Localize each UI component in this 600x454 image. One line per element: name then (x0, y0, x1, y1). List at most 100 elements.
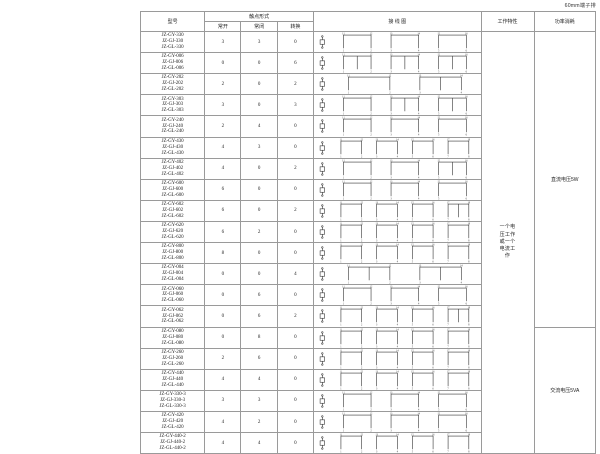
svg-text:1: 1 (343, 113, 345, 116)
header-model: 型号 (139, 11, 206, 32)
svg-text:18: 18 (468, 222, 471, 225)
characteristics-line: 或一个 (499, 238, 516, 245)
svg-text:16: 16 (465, 412, 468, 415)
svg-text:2: 2 (361, 345, 363, 348)
wiring-diagram: 11 12 1 2 13 14 3 4 15 16 5 6 (313, 30, 482, 54)
svg-text:4: 4 (418, 71, 420, 74)
header-wiring-diagram: 接 线 图 (313, 11, 482, 32)
svg-text:17: 17 (447, 307, 450, 310)
svg-text:1: 1 (348, 92, 350, 95)
svg-text:1: 1 (348, 282, 350, 285)
svg-text:4: 4 (397, 324, 399, 327)
svg-text:14: 14 (417, 391, 420, 394)
model-number: JZ-GY-060 (161, 286, 184, 292)
svg-text:7: 7 (447, 366, 449, 369)
wiring-diagram: 11 12 1 2 13 14 3 4 15 16 5 6 17 18 7 8 (313, 432, 482, 454)
table-row: JZ-GY-602 JZ-GJ-602 JZ-GL-602 6 0 2 11 12 1 2 13 14… (139, 199, 596, 222)
model-cell: JZ-GY-260 JZ-GJ-260 JZ-GL-260 (139, 347, 206, 370)
svg-text:14: 14 (417, 53, 420, 56)
contact-count-nc: 2 (240, 410, 278, 434)
contact-count-co: 2 (276, 199, 315, 222)
svg-text:5: 5 (412, 387, 414, 390)
svg-text:14: 14 (417, 412, 420, 415)
svg-text:8: 8 (468, 324, 470, 327)
model-number: JZ-GL-620 (161, 234, 184, 240)
table-row: JZ-GY-440 JZ-GJ-440 JZ-GL-440 4 4 0 11 12 1 2 13 14… (139, 368, 596, 391)
terminal-block-caption: 60mm端子排 (564, 3, 596, 9)
model-number: JZ-GL-800 (161, 256, 184, 262)
svg-text:12: 12 (360, 349, 363, 352)
svg-text:5: 5 (412, 324, 414, 327)
svg-text:6: 6 (432, 366, 434, 369)
contact-count-no: 6 (204, 199, 242, 222)
svg-text:2: 2 (370, 113, 372, 116)
svg-text:8: 8 (468, 387, 470, 390)
svg-text:14: 14 (417, 286, 420, 289)
wiring-diagram: 11 12 1 2 13 14 3 4 15 16 5 6 (313, 157, 482, 180)
svg-text:5: 5 (412, 218, 414, 221)
svg-text:15: 15 (437, 180, 440, 183)
contact-count-nc: 0 (240, 199, 278, 222)
svg-text:16: 16 (465, 391, 468, 394)
svg-text:7: 7 (447, 155, 449, 158)
model-number: JZ-GL-202 (161, 87, 184, 93)
svg-text:7: 7 (447, 240, 449, 243)
svg-text:13: 13 (390, 180, 393, 183)
svg-text:18: 18 (468, 370, 471, 373)
svg-text:12: 12 (370, 159, 373, 162)
svg-text:3: 3 (376, 387, 378, 390)
table-header: 型号 触点形式 接 线 图 工作特性 功率消耗 常开 常闭 转换 (139, 11, 597, 32)
contact-count-co: 0 (276, 326, 315, 349)
svg-text:15: 15 (411, 201, 414, 204)
svg-text:3: 3 (376, 366, 378, 369)
svg-text:11: 11 (342, 286, 345, 289)
svg-text:1: 1 (340, 261, 342, 264)
power-dc-cell: 直流电压5W (533, 31, 597, 328)
svg-text:5: 5 (412, 261, 414, 264)
svg-text:18: 18 (468, 328, 471, 331)
svg-text:15: 15 (437, 32, 440, 35)
svg-text:2: 2 (361, 387, 363, 390)
svg-text:2: 2 (370, 176, 372, 179)
svg-text:3: 3 (376, 324, 378, 327)
svg-text:16: 16 (432, 201, 435, 204)
svg-text:3: 3 (376, 218, 378, 221)
model-number: JZ-GY-430 (161, 138, 184, 144)
contact-count-no: 4 (204, 410, 242, 434)
contact-count-no: 4 (204, 136, 242, 159)
svg-text:11: 11 (342, 159, 345, 162)
svg-text:5: 5 (412, 366, 414, 369)
svg-text:1: 1 (340, 240, 342, 243)
model-number: JZ-GJ-303 (162, 102, 184, 108)
model-number: JZ-GL-602 (161, 213, 184, 219)
model-number: JZ-GY-260 (161, 349, 184, 355)
svg-text:7: 7 (447, 261, 449, 264)
svg-text:1: 1 (343, 71, 345, 74)
svg-text:13: 13 (375, 370, 378, 373)
svg-text:1: 1 (343, 50, 345, 53)
svg-text:16: 16 (432, 433, 435, 436)
contact-count-nc: 2 (240, 220, 278, 244)
contact-count-no: 0 (204, 284, 242, 307)
svg-text:11: 11 (342, 180, 345, 183)
svg-text:4: 4 (397, 261, 399, 264)
svg-text:12: 12 (370, 53, 373, 56)
svg-text:6: 6 (466, 50, 468, 53)
wiring-diagram: 11 12 1 2 13 14 3 4 15 16 5 6 (313, 115, 482, 138)
model-number: JZ-GY-602 (161, 202, 184, 208)
model-number: JZ-GJ-060 (162, 292, 184, 298)
svg-text:6: 6 (466, 71, 468, 74)
contact-count-co: 2 (276, 305, 315, 328)
svg-text:3: 3 (376, 345, 378, 348)
svg-text:13: 13 (390, 391, 393, 394)
svg-text:17: 17 (447, 222, 450, 225)
contact-count-no: 0 (204, 52, 242, 75)
wiring-diagram: 11 12 1 2 13 14 3 4 15 16 5 6 17 18 7 8 (313, 347, 482, 370)
svg-text:3: 3 (390, 134, 392, 137)
model-number: JZ-GJ-006 (162, 60, 184, 66)
wiring-diagram: 11 12 1 2 13 14 3 4 15 16 5 6 17 18 7 8 (313, 242, 482, 265)
svg-text:3: 3 (390, 50, 392, 53)
svg-text:6: 6 (432, 451, 434, 454)
svg-text:3: 3 (390, 197, 392, 200)
relay-specification-table: 型号 触点形式 接 线 图 工作特性 功率消耗 常开 常闭 转换 JZ-GY-3… (139, 11, 597, 454)
